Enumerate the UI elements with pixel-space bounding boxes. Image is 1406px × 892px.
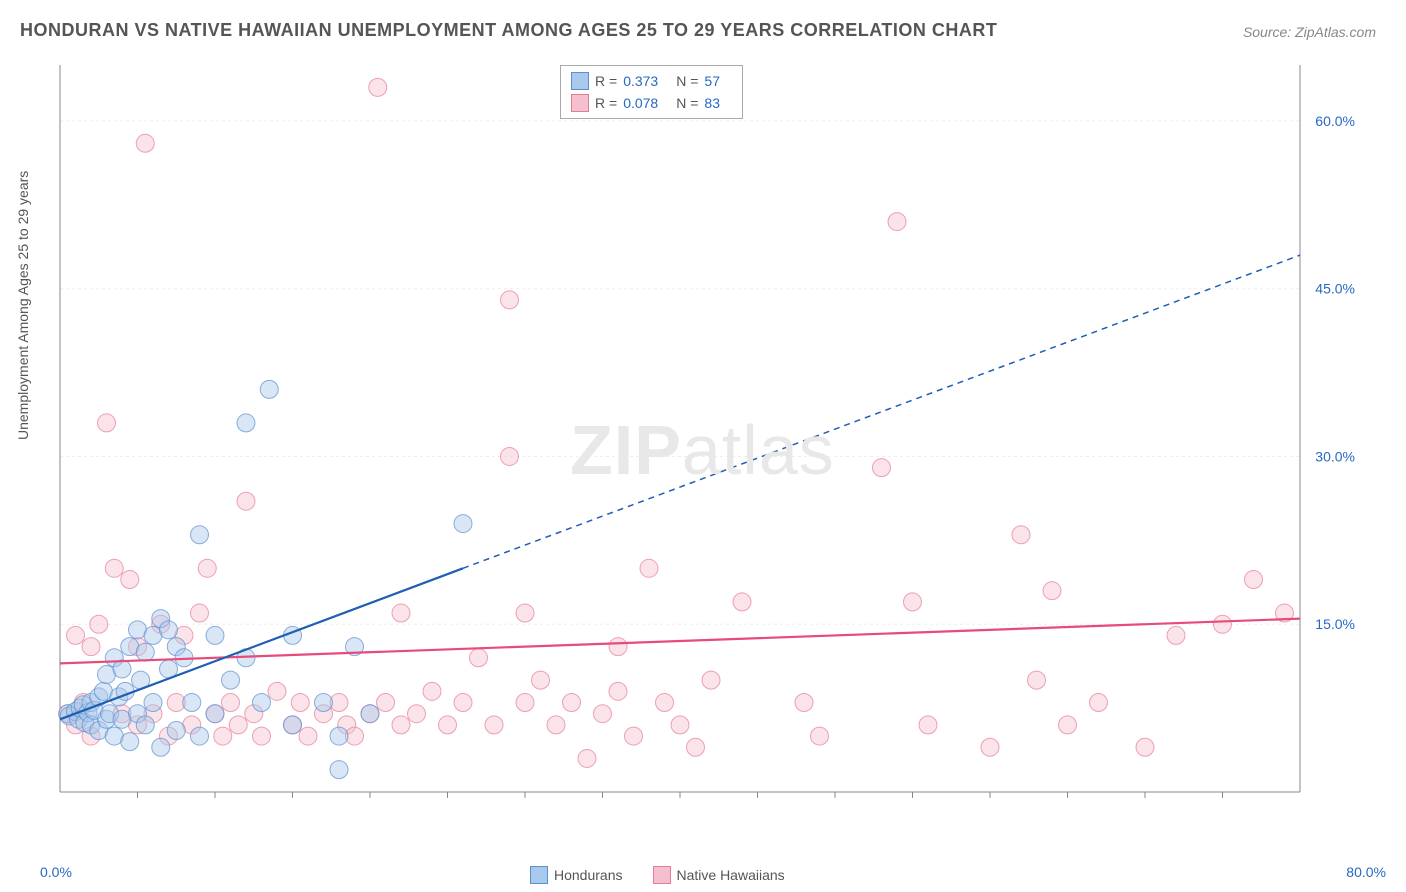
svg-text:45.0%: 45.0% [1315, 281, 1355, 297]
n-label: N = [676, 73, 698, 89]
r-label: R = [595, 95, 617, 111]
n-value-hondurans: 57 [704, 73, 720, 89]
svg-text:15.0%: 15.0% [1315, 616, 1355, 632]
legend-label-hondurans: Hondurans [554, 867, 623, 883]
r-value-hawaiians: 0.078 [623, 95, 658, 111]
watermark-light: atlas [682, 411, 835, 489]
source-attribution: Source: ZipAtlas.com [1243, 24, 1376, 40]
n-value-hawaiians: 83 [704, 95, 720, 111]
svg-text:30.0%: 30.0% [1315, 448, 1355, 464]
chart-title: HONDURAN VS NATIVE HAWAIIAN UNEMPLOYMENT… [20, 20, 997, 41]
watermark-bold: ZIP [570, 411, 682, 489]
r-label: R = [595, 73, 617, 89]
swatch-hawaiians [653, 866, 671, 884]
watermark: ZIPatlas [570, 410, 835, 490]
y-axis-label: Unemployment Among Ages 25 to 29 years [15, 171, 31, 440]
legend-row-hawaiians: R = 0.078 N = 83 [571, 92, 732, 114]
n-label: N = [676, 95, 698, 111]
swatch-hondurans [530, 866, 548, 884]
legend-label-hawaiians: Native Hawaiians [677, 867, 785, 883]
x-origin-label: 0.0% [40, 864, 72, 880]
x-max-label: 80.0% [1346, 864, 1386, 880]
correlation-legend: R = 0.373 N = 57 R = 0.078 N = 83 [560, 65, 743, 119]
legend-row-hondurans: R = 0.373 N = 57 [571, 70, 732, 92]
r-value-hondurans: 0.373 [623, 73, 658, 89]
series-legend: Hondurans Native Hawaiians [530, 866, 785, 884]
swatch-hawaiians [571, 94, 589, 112]
svg-text:60.0%: 60.0% [1315, 113, 1355, 129]
swatch-hondurans [571, 72, 589, 90]
legend-item-hondurans: Hondurans [530, 866, 623, 884]
legend-item-hawaiians: Native Hawaiians [653, 866, 785, 884]
